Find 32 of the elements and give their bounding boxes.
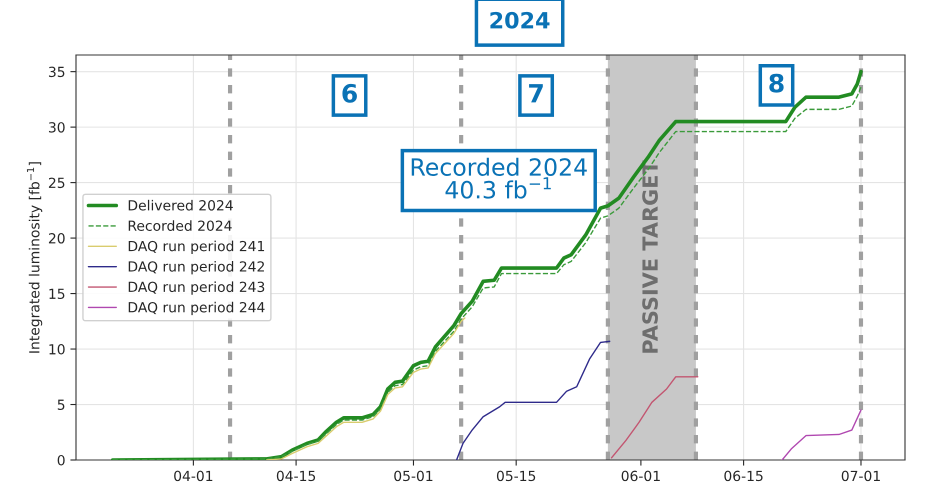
legend-label: DAQ run period 243 [128, 281, 264, 295]
x-tick-label: 04-15 [276, 470, 316, 482]
y-tick-label: 30 [48, 122, 65, 133]
y-tick-label: 10 [49, 344, 65, 355]
y-axis-title: Integrated luminosity [fb$^{−1}$] [26, 162, 42, 353]
line-series [781, 409, 862, 460]
annotation: 6 [342, 84, 357, 103]
y-tick-label: 15 [49, 288, 64, 300]
band-label: PASSIVE TARGET [642, 160, 658, 353]
x-tick-label: 07-01 [842, 470, 880, 482]
x-tick-label: 05-15 [496, 470, 536, 482]
y-tick-label: 0 [58, 454, 65, 466]
chart-title: 2024 [490, 12, 550, 29]
legend-label: DAQ run period 244 [128, 302, 265, 316]
line-series [610, 376, 698, 458]
y-tick-label: 35 [48, 66, 64, 78]
annotation: 8 [769, 74, 784, 93]
legend-label: Delivered 2024 [128, 200, 233, 211]
line-series [266, 317, 466, 460]
y-tick-label: 5 [58, 400, 64, 410]
legend-label: Recorded 2024 [128, 220, 232, 231]
x-tick-label: 06-15 [724, 470, 763, 482]
x-tick-label: 05-01 [394, 470, 432, 482]
y-tick-label: 25 [48, 178, 64, 188]
x-tick-label: 04-01 [174, 470, 212, 482]
legend-label: DAQ run period 242 [128, 260, 264, 274]
annotation: 7 [529, 84, 543, 102]
annotation: Recorded 2024 40.3 fb$^{−1}$ [412, 158, 587, 199]
legend-label: DAQ run period 241 [128, 240, 264, 254]
x-tick-label: 06-01 [622, 470, 660, 482]
line-series [456, 340, 610, 460]
y-tick-label: 20 [48, 233, 65, 244]
